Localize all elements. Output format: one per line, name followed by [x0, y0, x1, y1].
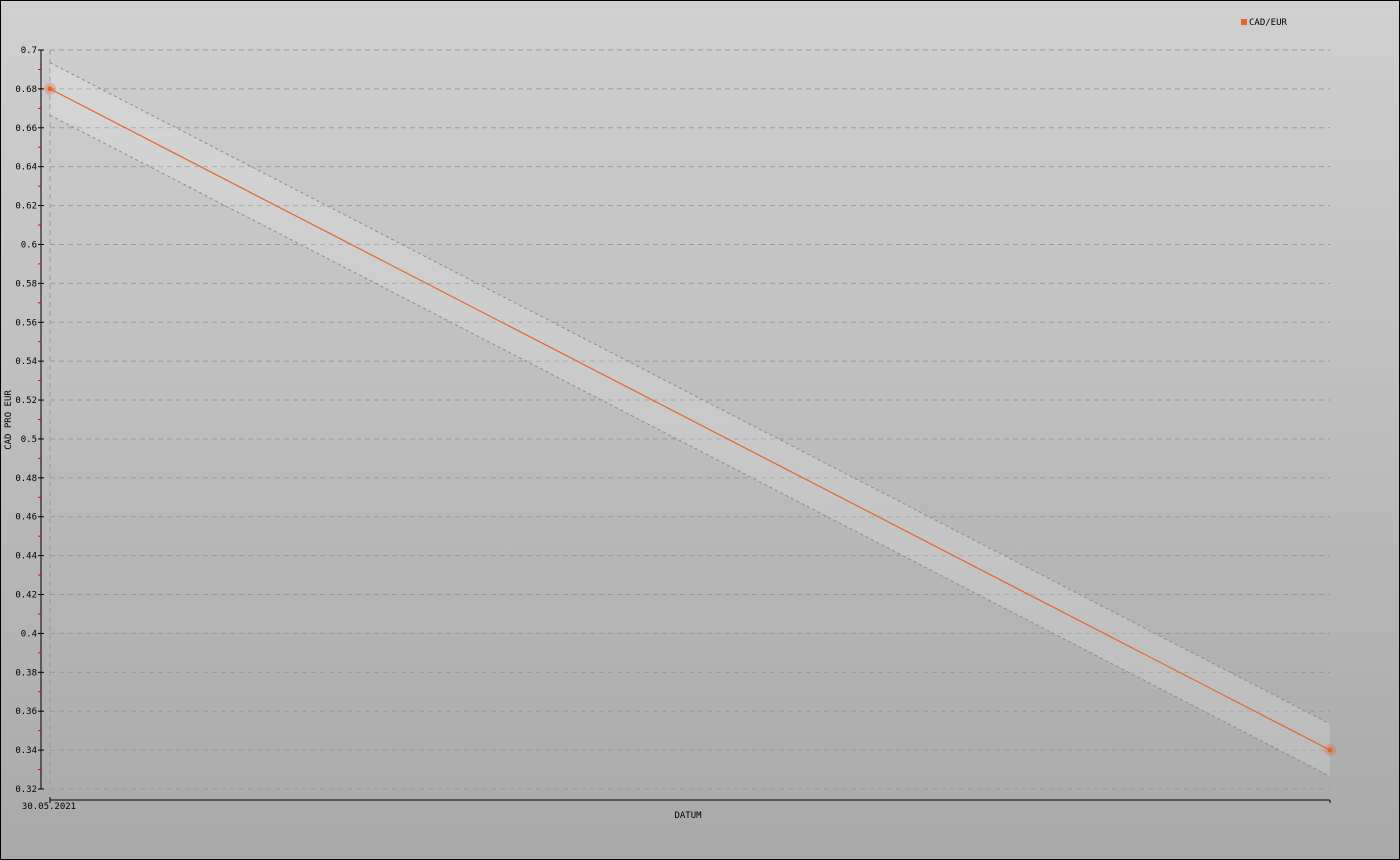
y-tick-label: 0.4 [21, 629, 37, 639]
y-axis: 0.7 0.68 0.66 0.64 0.62 0.6 0.58 0.56 0.54 0.52 0.… [15, 46, 44, 795]
y-tick-label: 0.44 [15, 552, 37, 562]
y-tick-label: 0.54 [15, 357, 37, 367]
y-tick-label: 0.42 [15, 591, 37, 601]
y-tick-label: 0.34 [15, 746, 37, 756]
y-tick-label: 0.7 [21, 46, 37, 56]
series-line [49, 88, 1331, 751]
band-lower [49, 114, 1331, 777]
y-tick-label: 0.68 [15, 85, 37, 95]
y-tick-label: 0.52 [15, 396, 37, 406]
y-tick-label: 0.32 [15, 785, 37, 795]
y-tick-label: 0.58 [15, 279, 37, 289]
legend: CAD/EUR [1241, 18, 1288, 28]
y-tick-label: 0.46 [15, 513, 37, 523]
grid [49, 49, 1330, 790]
data-point [1327, 747, 1333, 753]
x-axis-label: DATUM [674, 811, 702, 821]
series [44, 82, 1336, 757]
y-tick-label: 0.62 [15, 202, 37, 212]
x-axis: 30.05.2021 [22, 797, 1331, 812]
y-tick-label: 0.66 [15, 124, 37, 134]
y-tick-label: 0.64 [15, 163, 37, 173]
legend-label: CAD/EUR [1249, 18, 1288, 28]
x-tick-label: 30.05.2021 [22, 802, 76, 812]
data-point [47, 86, 53, 92]
y-tick-label: 0.6 [21, 240, 37, 250]
y-tick-label: 0.38 [15, 668, 37, 678]
y-axis-label: CAD PRO EUR [4, 390, 14, 450]
band-upper [49, 62, 1331, 725]
y-tick-label: 0.36 [15, 707, 37, 717]
y-tick-label: 0.48 [15, 474, 37, 484]
legend-swatch [1241, 19, 1247, 25]
y-tick-label: 0.56 [15, 318, 37, 328]
y-tick-label: 0.5 [21, 435, 37, 445]
